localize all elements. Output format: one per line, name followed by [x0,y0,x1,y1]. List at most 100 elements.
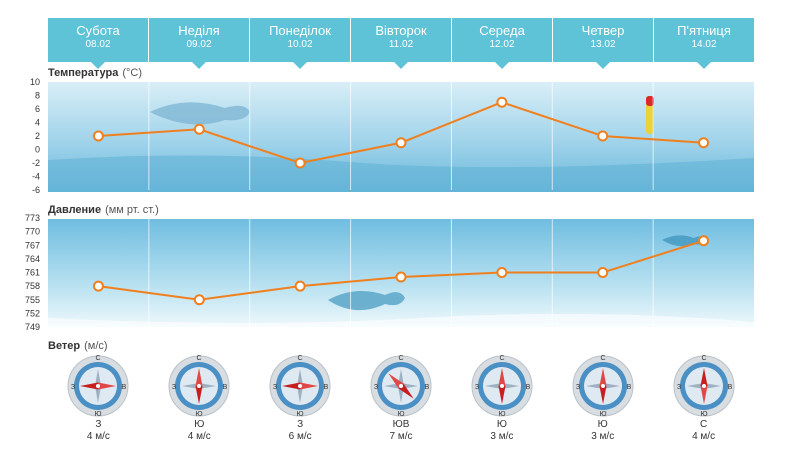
pressure-y-tick-label: 752 [25,308,40,318]
wind-unit: (м/с) [84,340,108,352]
compass-south-label: Ю [498,411,505,417]
pressure-y-tick-label: 773 [25,213,40,223]
wind-direction: Ю [597,419,608,430]
compass-west-label: З [676,384,680,391]
temperature-point [294,157,306,169]
wind-title-text: Ветер [48,340,81,352]
wind-speed: 4 м/с [86,431,110,442]
wind-needle-head [282,382,301,390]
compass-north-label: С [600,355,605,362]
day-date: 10.02 [287,39,313,50]
wind-needle-head [80,382,99,390]
pressure-y-tick-label: 767 [25,240,40,250]
compass-icon: С Ю З В [673,355,735,417]
compass-icon: С Ю З В [269,355,331,417]
pressure-y-tick-label: 755 [25,295,40,305]
day-date: 11.02 [388,39,414,50]
temperature-y-tick-label: -4 [32,172,40,182]
tab-pointer [293,62,307,69]
wind-needle-tail [498,368,506,386]
wind-day-3: С Ю З В ЮВ 7 м/с [351,355,452,455]
compass-pivot [298,384,303,388]
day-tab-1[interactable]: Неділя 09.02 [149,18,250,69]
wind-direction: З [95,419,102,430]
compass-east-label: В [425,384,430,391]
day-tab-4[interactable]: Середа 12.02 [452,18,553,69]
temperature-unit: (°C) [122,67,143,79]
compass-west-label: З [172,384,176,391]
wind-needle [80,382,117,390]
fishing-float-top [646,96,654,106]
wind-needle-tail [98,382,117,390]
day-tab-6[interactable]: П'ятниця 14.02 [654,18,754,69]
day-date: 08.02 [85,39,111,50]
temperature-y-tick-label: -2 [32,158,40,168]
compass-west-label: З [374,384,378,391]
wind-needle [195,368,203,404]
wind-speed: 7 м/с [389,431,413,442]
day-name: Субота [76,23,120,38]
day-date: 13.02 [590,39,616,50]
pressure-point [496,267,508,278]
compass-pivot [600,384,605,388]
pressure-series [92,235,710,306]
compass-icon: С Ю З В [168,355,230,417]
compass-pivot [399,384,403,388]
day-tab-3[interactable]: Вівторок 11.02 [351,18,452,69]
pressure-point [597,267,609,278]
compass-north-label: С [398,355,403,362]
wind-needle-head [599,386,607,404]
pressure-wave [48,313,754,327]
day-tab-0[interactable]: Субота 08.02 [48,18,149,69]
temperature-y-tick-label: 10 [30,77,40,87]
day-date: 09.02 [186,39,212,50]
pressure-y-tick-label: 764 [25,254,40,264]
temperature-point [193,123,205,135]
day-tab-5[interactable]: Четвер 13.02 [553,18,654,69]
wind-needle-head [195,386,203,404]
compass-south-label: Ю [397,411,404,417]
compass-pivot [197,384,202,388]
wind-direction: Ю [194,419,205,430]
day-name: Середа [479,23,525,38]
tab-pointer [192,62,206,69]
temperature-title-text: Температура [48,67,119,79]
wind-speed: 3 м/с [490,431,514,442]
pressure-title-text: Давление [48,204,102,216]
temperature-grid [148,82,654,190]
temperature-y-tick-label: -6 [32,185,40,195]
pressure-y-tick-label: 758 [25,281,40,291]
wind-needle-tail [700,386,708,404]
pressure-unit: (мм рт. ст.) [105,204,159,216]
compass-east-label: В [727,384,732,391]
fish-icon [150,102,250,125]
wind-needle-tail [300,382,319,390]
day-name: Вівторок [375,23,427,38]
temperature-wave [48,155,754,192]
compass-west-label: З [475,384,479,391]
compass-icon: С Ю З В [572,355,634,417]
pressure-y-tick-label: 761 [25,268,40,278]
pressure-point [294,280,306,292]
pressure-title: Давление (мм рт. ст.) [48,204,159,216]
pressure-y-tick-label: 749 [25,322,40,332]
compass-pivot [499,384,504,388]
compass-east-label: В [526,384,531,391]
day-tab-2[interactable]: Понеділок 10.02 [250,18,351,69]
compass-icon: С Ю З В [67,355,129,417]
wind-speed: 6 м/с [288,431,312,442]
day-date: 14.02 [691,39,717,50]
wind-needle [599,368,607,404]
wind-needle [498,368,506,404]
day-tabs: Субота 08.02 Неділя 09.02 Понеділок 10.02 В… [48,18,754,69]
compass-north-label: С [96,355,101,362]
compass-north-label: С [197,355,202,362]
compass-east-label: В [122,384,127,391]
fish-icon [328,291,405,311]
